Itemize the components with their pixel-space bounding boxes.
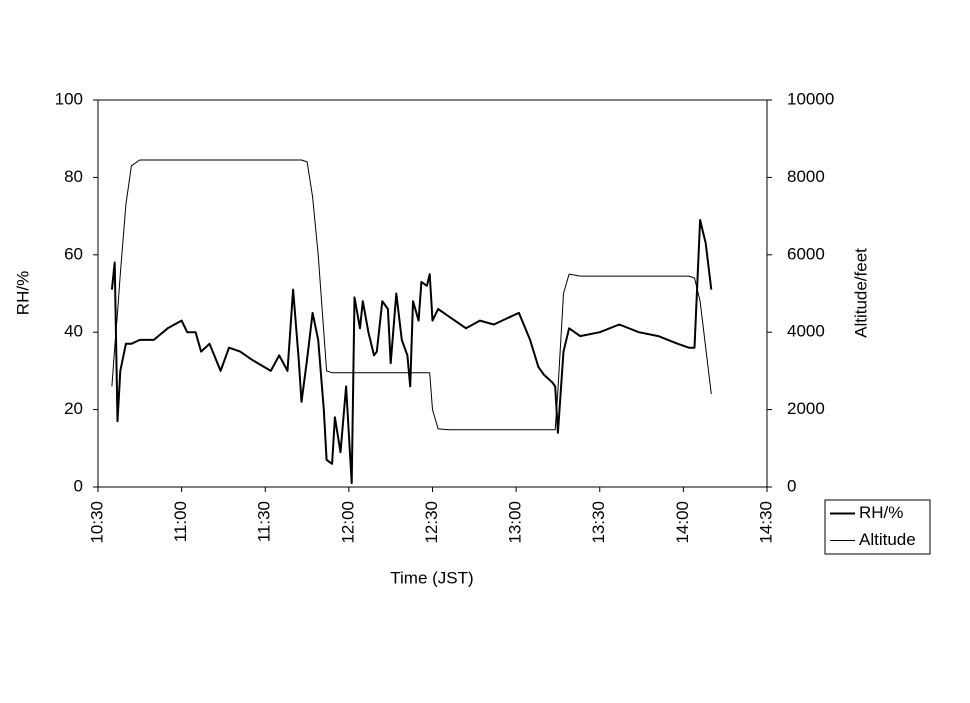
y2-tick-label: 2000	[787, 399, 825, 418]
series-line	[110, 219, 713, 485]
y2-axis-label: Altitude/feet	[851, 248, 870, 338]
x-axis-label: Time (JST)	[390, 568, 473, 587]
y-tick-label: 0	[74, 476, 83, 495]
x-tick-label: 12:30	[422, 501, 441, 544]
x-tick-label: 11:00	[171, 501, 190, 542]
y2-tick-label: 6000	[787, 244, 825, 263]
x-tick-label: 12:00	[338, 501, 357, 544]
x-tick-label: 11:30	[255, 501, 274, 542]
y2-tick-label: 8000	[787, 167, 825, 186]
y-tick-label: 60	[64, 244, 83, 263]
y-axis-label: RH/%	[13, 271, 32, 315]
legend-label: Altitude	[859, 530, 916, 549]
y2-tick-label: 0	[787, 476, 796, 495]
y-tick-label: 40	[64, 322, 83, 341]
x-tick-label: 13:30	[589, 501, 608, 544]
x-tick-label: 13:00	[506, 501, 525, 544]
y-tick-label: 100	[55, 89, 83, 108]
plot-frame	[97, 99, 768, 488]
series-line	[111, 159, 712, 431]
legend-label: RH/%	[859, 503, 903, 522]
y2-tick-label: 4000	[787, 322, 825, 341]
x-tick-label: 14:00	[673, 501, 692, 544]
legend-box	[824, 499, 931, 555]
y2-tick-label: 10000	[787, 89, 834, 108]
x-tick-label: 14:30	[756, 501, 775, 544]
y-tick-label: 80	[64, 167, 83, 186]
y-tick-label: 20	[64, 399, 83, 418]
x-tick-label: 10:30	[87, 501, 106, 544]
